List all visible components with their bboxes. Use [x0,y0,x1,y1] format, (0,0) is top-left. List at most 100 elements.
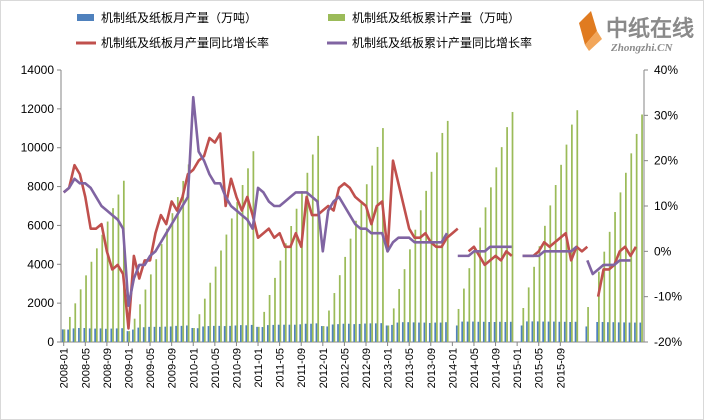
cumulative-output-bar [295,208,298,342]
monthly-output-bar [202,326,204,342]
monthly-output-bar [310,323,312,342]
right-axis-tick-label: 20% [654,154,678,168]
cumulative-output-bar [333,293,336,342]
monthly-output-bar [428,322,431,342]
monthly-output-bar [493,321,496,342]
monthly-output-bar [639,322,642,342]
left-axis-tick-label: 0 [47,335,54,349]
cumulative-output-bar [560,164,562,342]
monthly-output-bar [472,321,474,342]
cumulative-output-bar [522,308,525,342]
monthly-output-bar [466,321,469,342]
monthly-output-bar [245,325,248,342]
cumulative-output-bar [392,308,395,342]
cumulative-output-bar [630,153,633,342]
left-axis-tick-label: 12000 [21,102,55,116]
x-axis-tick-label: 2009-01 [123,348,135,388]
cumulative-output-bar [344,256,347,342]
left-axis-tick-label: 14000 [21,63,55,77]
cumulative-output-bar [533,266,535,342]
cumulative-output-bar [198,314,201,342]
cumulative-output-bar [85,275,87,342]
cumulative-output-bar [473,247,476,342]
monthly-output-bar [558,321,561,342]
monthly-output-bar [169,326,172,342]
monthly-output-bar [315,323,318,342]
cumulative-output-bar [430,171,433,342]
monthly-output-bar [191,328,194,342]
monthly-output-bar [385,325,388,342]
cumulative-output-bar [349,238,352,342]
monthly-output-bar [67,329,69,342]
monthly-output-bar [110,328,113,342]
cumulative-output-bar [490,187,492,342]
cumulative-output-bar [176,197,179,342]
monthly-output-bar [482,321,485,342]
monthly-output-bar [159,326,161,342]
legend: 机制纸及纸板月产量（万吨） 机制纸及纸板累计产量（万吨） 机制纸及纸板月产量同比… [76,11,532,50]
cumulative-output-bar [463,288,465,342]
monthly-output-bar [337,324,339,342]
cumulative-output-bar [587,307,589,342]
x-axis-tick-label: 2014-05 [469,348,481,388]
cumulative-output-bar [500,147,503,342]
x-axis-tick-label: 2013-05 [404,348,416,388]
cumulative-output-bar [608,231,611,342]
monthly-output-bar [277,324,280,342]
cumulative-output-bar [311,154,314,342]
x-axis-tick-label: 2010-01 [188,348,200,388]
cumulative-output-bar [506,127,508,343]
cumulative-output-bar [257,326,260,342]
x-axis-tick-label: 2009-09 [167,348,179,388]
cumulative-output-bar [538,246,541,342]
monthly-output-bar [461,321,464,342]
monthly-output-bar [423,322,426,342]
monthly-output-bar [218,325,221,342]
cumulative-output-bar [128,331,131,342]
monthly-output-bar [412,322,415,342]
monthly-output-bar [72,328,75,342]
monthly-output-bar [164,326,167,342]
monthly-output-bar [299,324,302,342]
cumulative-output-bar [149,274,152,342]
monthly-output-bar [293,324,296,342]
monthly-output-bar [634,322,636,342]
monthly-output-bar [601,321,604,342]
monthly-output-bar [223,326,226,342]
monthly-output-bar [547,321,550,342]
cumulative-output-bar [322,326,325,342]
right-axis-tick-label: -10% [654,290,682,304]
cumulative-output-bar [274,277,276,342]
cumulative-output-bar [576,110,579,342]
cumulative-output-bar [209,282,212,342]
monthly-output-bar [569,321,572,342]
monthly-output-bar [320,326,323,342]
cumulative-output-bar [95,248,98,342]
monthly-output-bar [358,323,361,342]
monthly-output-bar [186,325,188,342]
monthly-output-bar [418,322,420,342]
logo-english-text: Zhongzhi.CN [610,42,673,54]
monthly-output-bar [153,326,156,342]
legend-label-cumulative-growth: 机制纸及纸板累计产量同比增长率 [352,35,532,50]
cumulative-output-bar [603,251,606,342]
cumulative-output-bar [527,287,530,342]
cumulative-output-bar [203,298,206,342]
monthly-output-bar [536,321,539,342]
monthly-output-bar [78,328,80,342]
monthly-output-bar [175,325,177,342]
cumulative-output-bar [360,202,363,342]
cumulative-output-bar [214,266,217,342]
monthly-output-bar [283,324,285,342]
zhongzhi-logo: 中纸在线 Zhongzhi.CN [579,11,694,54]
monthly-output-bar [288,324,291,342]
monthly-output-bar [213,325,215,342]
cumulative-output-bar [225,234,228,342]
monthly-output-bar [488,321,491,342]
monthly-output-bar [526,321,528,342]
cumulative-output-bar [641,114,643,343]
monthly-output-bar [509,321,512,342]
cumulative-output-bar [571,124,573,342]
cumulative-output-bar [419,210,422,342]
x-axis-tick-label: 2009-05 [145,348,157,388]
